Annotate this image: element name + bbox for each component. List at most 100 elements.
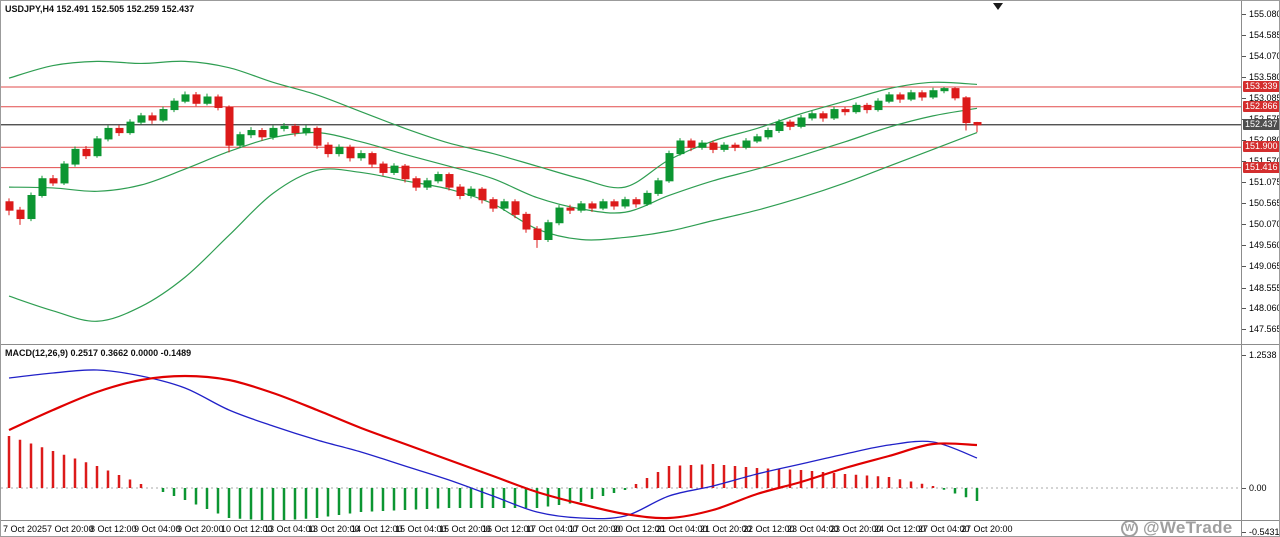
price-tick-mark [1242,14,1246,15]
price-tick-label: 149.065 [1249,261,1280,271]
candle-body [60,163,69,184]
candle-body [203,96,212,104]
macd-tick-mark [1242,488,1246,489]
candle-body [874,100,883,111]
candles-layer [5,86,982,248]
price-tick-label: 152.080 [1249,135,1280,145]
candle-body [170,100,179,111]
candle-body [478,188,487,201]
time-tick-label: 13 Oct 20:00 [308,524,360,534]
bollinger-lower-band [8,132,978,322]
axis-separator [1241,1,1242,536]
candle-body [698,142,707,148]
time-tick-label: 7 Oct 20:00 [47,524,94,534]
macd-tick-mark [1242,532,1246,533]
candle-body [71,148,80,165]
candle-body [742,140,751,148]
candle-body [654,180,663,194]
bollinger-middle-band [8,107,978,214]
candle-body [885,94,894,102]
current-price-label: 152.437 [1243,119,1279,130]
candle-body [863,104,872,111]
candle-body [544,222,553,241]
time-tick-label: 15 Oct 20:00 [439,524,491,534]
candle-body [533,228,542,241]
macd-indicator-canvas[interactable] [1,345,1241,520]
price-level-label: 153.339 [1243,81,1279,92]
candle-body [907,92,916,100]
macd-tick-label: 1.2538 [1249,350,1277,360]
candle-body [665,153,674,182]
candle-body [27,194,36,220]
candle-body [379,163,388,173]
candle-body [434,174,443,182]
candle-body [588,203,597,209]
macd-axis[interactable]: 1.2538 0.00 -0.5431 [1242,345,1279,536]
price-chart-canvas[interactable] [1,1,1241,344]
candle-body [412,178,421,188]
candle-body [522,213,531,230]
candle-body [115,127,124,134]
time-tick-label: 27 Oct 20:00 [961,524,1013,534]
candle-body [566,207,575,211]
time-tick-label: 15 Oct 04:00 [395,524,447,534]
watermark: W @WeTrade [1121,518,1233,536]
time-tick-label: 13 Oct 04:00 [264,524,316,534]
candle-body [192,94,201,104]
price-tick-mark [1242,56,1246,57]
candle-body [148,115,157,121]
price-axis[interactable]: 155.080154.585154.070153.580153.085152.5… [1242,1,1280,344]
price-level-label: 152.866 [1243,101,1279,112]
candle-body [775,121,784,132]
candle-body [335,146,344,155]
chart-shift-marker-icon[interactable] [993,3,1003,10]
time-tick-label: 17 Oct 20:00 [569,524,621,534]
candle-body [38,178,47,196]
candle-body [126,121,135,134]
candle-body [291,125,300,134]
candle-body [973,122,982,126]
candle-body [830,109,839,119]
price-tick-label: 149.560 [1249,240,1280,250]
symbol-ohlc-info: USDJPY,H4 152.491 152.505 152.259 152.43… [5,4,195,14]
price-tick-label: 154.070 [1249,51,1280,61]
macd-tick-mark [1242,355,1246,356]
macd-line [8,369,978,520]
price-tick-mark [1242,98,1246,99]
price-tick-label: 147.565 [1249,324,1280,334]
price-tick-label: 150.565 [1249,198,1280,208]
time-tick-label: 14 Oct 12:00 [351,524,403,534]
time-tick-label: 21 Oct 20:00 [700,524,752,534]
candle-body [104,127,113,140]
price-tick-mark [1242,308,1246,309]
candle-body [720,144,729,150]
price-tick-label: 153.085 [1249,93,1280,103]
candle-body [753,136,762,142]
price-tick-mark [1242,77,1246,78]
price-tick-mark [1242,266,1246,267]
time-tick-label: 23 Oct 20:00 [830,524,882,534]
candle-body [786,121,795,127]
candle-body [390,165,399,173]
price-tick-mark [1242,224,1246,225]
candle-body [346,146,355,159]
time-axis[interactable]: 7 Oct 2025 7 Oct 20:00 8 Oct 12:00 9 Oct 04… [1,521,1241,536]
time-tick-label: 21 Oct 04:00 [656,524,708,534]
candle-body [401,165,410,180]
candle-body [896,94,905,100]
candle-body [918,92,927,98]
candle-body [577,203,586,211]
macd-histogram-layer [7,436,979,520]
price-tick-mark [1242,245,1246,246]
candle-body [456,186,465,196]
candle-body [489,199,498,209]
candle-body [962,97,971,124]
macd-values-info: MACD(12,26,9) 0.2517 0.3662 0.0000 -0.14… [5,348,192,358]
candle-body [500,201,509,209]
candle-body [181,94,190,102]
candle-body [269,127,278,138]
candle-body [676,140,685,155]
candle-body [511,201,520,215]
time-tick-label: 9 Oct 20:00 [177,524,224,534]
